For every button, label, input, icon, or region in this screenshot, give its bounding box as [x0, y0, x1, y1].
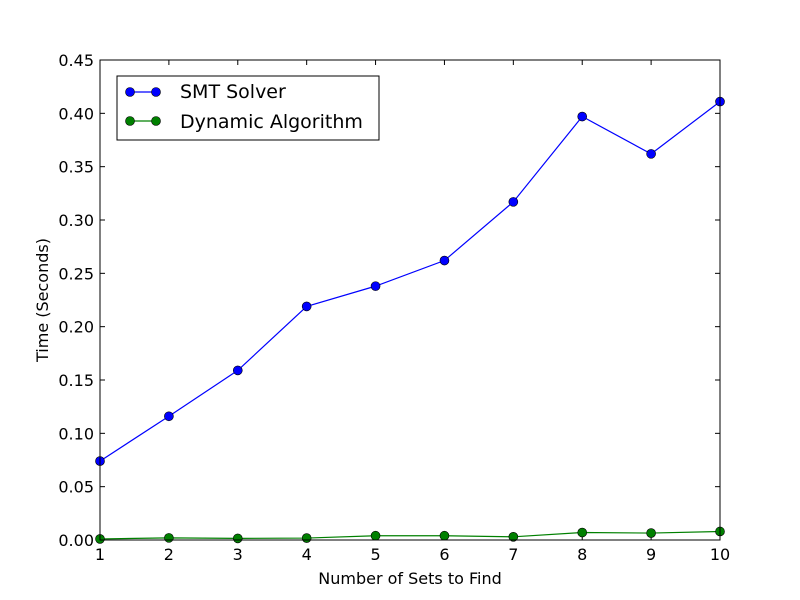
- data-point-dynamic-algorithm: [646, 528, 656, 538]
- legend-marker-dynamic-algorithm: [125, 116, 135, 126]
- x-tick-label: 6: [439, 545, 449, 564]
- plot-area: [99, 59, 721, 541]
- y-tick-label: 0.45: [58, 51, 94, 70]
- series-dynamic-algorithm: [95, 526, 725, 544]
- legend-marker-dynamic-algorithm: [151, 116, 161, 126]
- x-tick-label: 4: [302, 545, 312, 564]
- legend-entry-smt-solver: SMT Solver: [125, 81, 286, 103]
- series-line-dynamic-algorithm: [99, 530, 721, 540]
- data-point-smt-solver: [439, 255, 450, 266]
- y-tick-label: 0.20: [58, 318, 94, 337]
- legend: SMT Solver Dynamic Algorithm: [116, 75, 380, 141]
- y-tick-label: 0.30: [58, 211, 94, 230]
- series-line-smt-solver: [99, 101, 721, 462]
- data-point-dynamic-algorithm: [508, 531, 519, 542]
- y-tick-label: 0.25: [58, 264, 94, 283]
- data-point-dynamic-algorithm: [370, 530, 381, 541]
- legend-marker-smt-solver: [151, 87, 161, 97]
- y-tick-label: 0.05: [58, 478, 94, 497]
- data-point-dynamic-algorithm: [164, 533, 174, 543]
- y-tick-label: 0.40: [58, 104, 94, 123]
- y-tick-label: 0.00: [58, 531, 94, 550]
- series-smt-solver: [95, 96, 725, 466]
- y-axis-title: Time (Seconds): [33, 238, 52, 363]
- y-tick-label: 0.35: [58, 158, 94, 177]
- data-point-smt-solver: [646, 149, 656, 159]
- x-tick-label: 5: [370, 545, 380, 564]
- legend-box: [116, 75, 380, 141]
- y-tick-label: 0.10: [58, 424, 94, 443]
- data-point-smt-solver: [164, 411, 174, 422]
- data-point-smt-solver: [508, 197, 519, 207]
- legend-label-dynamic-algorithm: Dynamic Algorithm: [180, 111, 363, 133]
- series-lines: [95, 96, 725, 544]
- y-tick-label: 0.15: [58, 371, 94, 390]
- x-tick-label: 8: [577, 545, 587, 564]
- data-point-smt-solver: [232, 365, 243, 376]
- x-tick-label: 9: [646, 545, 656, 564]
- data-point-dynamic-algorithm: [439, 530, 450, 541]
- data-point-dynamic-algorithm: [232, 533, 243, 544]
- x-tick-label: 3: [233, 545, 243, 564]
- legend-label-smt-solver: SMT Solver: [180, 81, 286, 103]
- data-point-smt-solver: [577, 111, 588, 122]
- x-tick-label: 10: [710, 545, 730, 564]
- data-point-smt-solver: [301, 301, 312, 312]
- data-point-dynamic-algorithm: [301, 533, 312, 543]
- tick-labels: 1 2 3 4 5 6 7 8 9 10 0.00 0.05 0.10 0.15 0.20 0.25 0.30 0…: [58, 51, 730, 564]
- data-point-smt-solver: [370, 281, 381, 291]
- x-tick-label: 7: [508, 545, 518, 564]
- legend-marker-smt-solver: [125, 87, 135, 97]
- x-axis-title: Number of Sets to Find: [318, 569, 502, 588]
- data-point-dynamic-algorithm: [577, 527, 588, 538]
- x-tick-label: 2: [164, 545, 174, 564]
- legend-entry-dynamic-algorithm: Dynamic Algorithm: [125, 111, 363, 133]
- x-tick-label: 1: [95, 545, 105, 564]
